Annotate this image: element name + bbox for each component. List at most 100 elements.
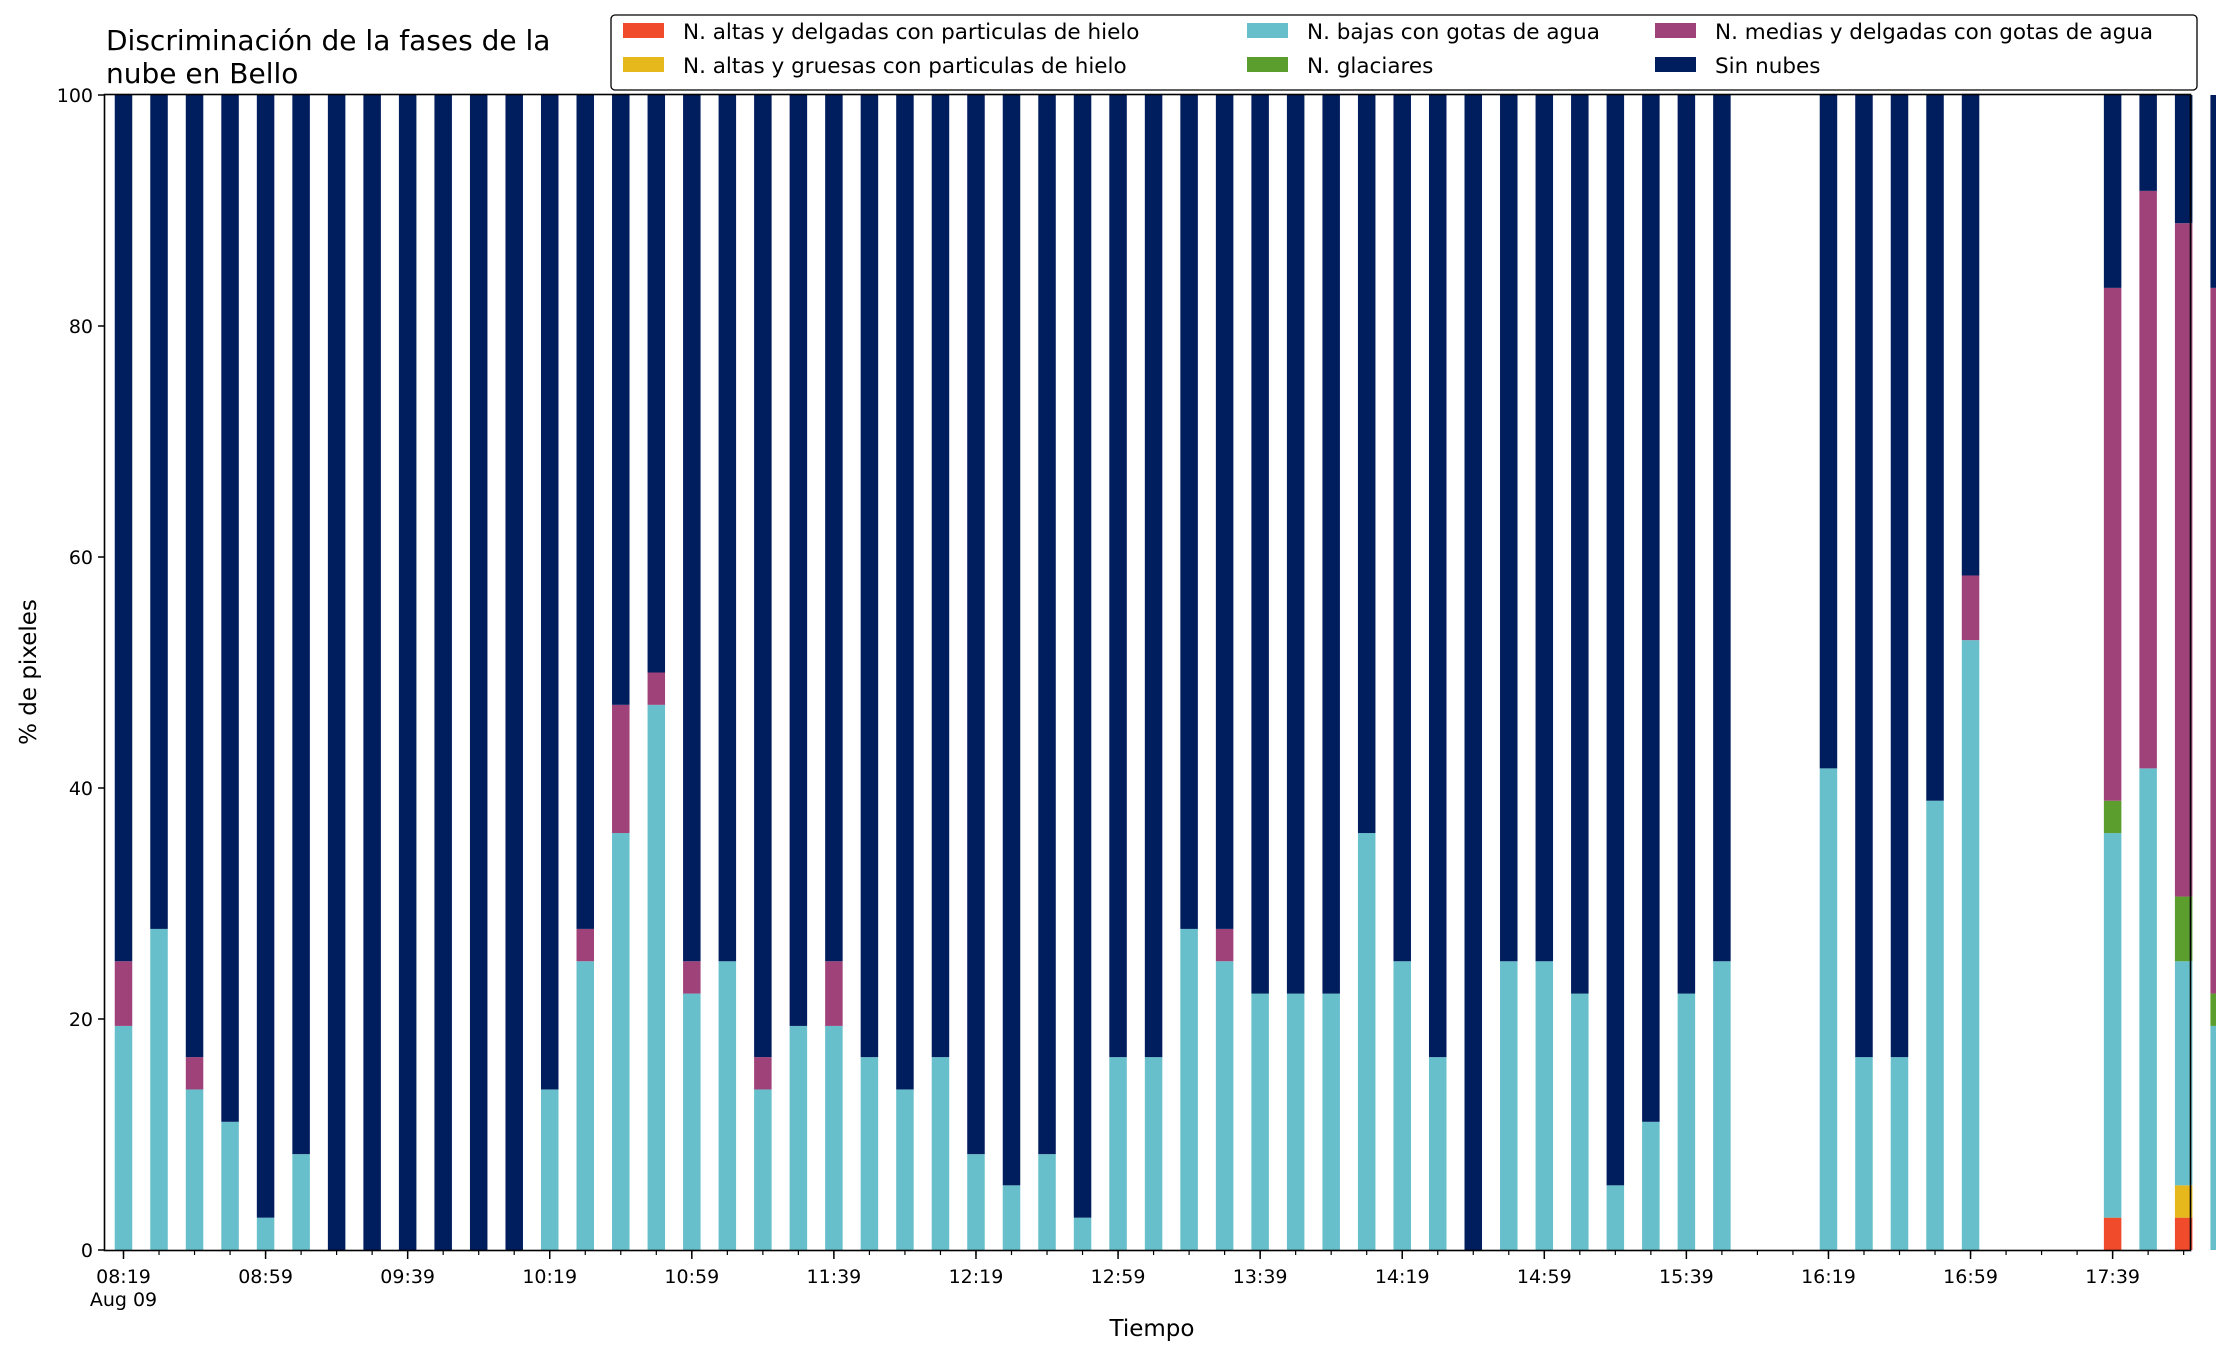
x-tick-label: 14:59 xyxy=(1517,1266,1572,1288)
x-tick-label: 16:19 xyxy=(1801,1266,1856,1288)
legend-item-5: Sin nubes xyxy=(1655,54,1820,79)
legend-frame xyxy=(610,14,2198,91)
bar-segment-5-4 xyxy=(256,95,275,1218)
bar-segment-2-25 xyxy=(1002,1185,1021,1250)
x-tick-label: 14:19 xyxy=(1375,1266,1430,1288)
bar-segment-2-28 xyxy=(1109,1057,1127,1250)
x-tick-label: 13:39 xyxy=(1233,1266,1288,1288)
bar-segment-5-50 xyxy=(1890,95,1909,1058)
bar-segment-5-25 xyxy=(1002,95,1021,1186)
bar-segment-5-56 xyxy=(2103,95,2122,288)
legend-swatch xyxy=(1655,23,1696,38)
bar-segment-2-0 xyxy=(114,1025,133,1250)
bar-segment-2-49 xyxy=(1855,1057,1873,1250)
bar-segment-2-4 xyxy=(256,1217,275,1250)
bar-segment-4-0 xyxy=(114,961,133,1026)
bar-segment-2-48 xyxy=(1819,768,1838,1250)
bar-segment-2-35 xyxy=(1357,833,1376,1250)
bar-segment-2-57 xyxy=(2139,768,2157,1250)
legend-label: N. altas y gruesas con particulas de hie… xyxy=(683,54,1127,79)
bar-segment-5-8 xyxy=(398,95,417,1250)
legend-label: N. medias y delgadas con gotas de agua xyxy=(1715,20,2153,45)
bar-segment-2-42 xyxy=(1606,1185,1625,1250)
bar-segment-4-59 xyxy=(2210,287,2216,994)
bar-segment-5-6 xyxy=(327,95,346,1250)
legend-item-4: N. medias y delgadas con gotas de agua xyxy=(1655,20,2153,45)
bar-segment-2-34 xyxy=(1322,993,1340,1250)
legend-swatch xyxy=(1247,23,1288,38)
bar-segment-5-38 xyxy=(1464,95,1483,1250)
y-axis-label: % de pixeles xyxy=(16,599,42,745)
bar-segment-5-18 xyxy=(754,95,772,1058)
bar-segment-5-2 xyxy=(185,95,204,1058)
bar-segment-5-32 xyxy=(1251,95,1269,994)
bar-segment-2-40 xyxy=(1535,961,1554,1250)
bar-segment-2-52 xyxy=(1961,640,1980,1250)
bar-segment-5-33 xyxy=(1286,95,1305,994)
bar-segment-5-34 xyxy=(1322,95,1340,994)
bar-segment-5-59 xyxy=(2210,95,2216,288)
bar-segment-4-15 xyxy=(647,672,666,705)
bar-segment-5-58 xyxy=(2174,95,2193,224)
bar-segment-2-27 xyxy=(1073,1217,1092,1250)
bar-segment-5-37 xyxy=(1428,95,1447,1058)
bar-segment-5-22 xyxy=(896,95,914,1090)
bar-segment-5-1 xyxy=(150,95,168,929)
bar-segment-2-29 xyxy=(1144,1057,1163,1250)
chart-title-line-1: Discriminación de la fases de la xyxy=(106,24,550,57)
x-tick-label: 12:19 xyxy=(949,1266,1004,1288)
bar-segment-2-24 xyxy=(967,1154,985,1250)
bar-segment-5-52 xyxy=(1961,93,1980,576)
x-tick-label: 15:39 xyxy=(1659,1266,1714,1288)
x-axis-label: Tiempo xyxy=(1109,1316,1195,1342)
x-date-label: Aug 09 xyxy=(90,1289,157,1311)
bar-segment-5-44 xyxy=(1677,95,1696,994)
bar-segment-5-12 xyxy=(540,95,559,1090)
y-tick-label: 100 xyxy=(57,85,93,107)
bar-segment-4-13 xyxy=(576,928,595,962)
bar-segment-5-49 xyxy=(1855,95,1873,1058)
x-tick-label: 09:39 xyxy=(380,1266,435,1288)
x-tick-label: 10:59 xyxy=(664,1266,719,1288)
bar-segment-5-29 xyxy=(1144,95,1163,1058)
bar-segment-2-20 xyxy=(825,1025,843,1250)
chart-title: Discriminación de la fases de la nube en… xyxy=(106,24,550,90)
bar-segment-5-23 xyxy=(931,95,950,1058)
bar-segment-2-45 xyxy=(1713,961,1731,1250)
chart-title-line-2: nube en Bello xyxy=(106,57,298,90)
x-tick-label: 12:59 xyxy=(1091,1266,1146,1288)
bar-segment-5-26 xyxy=(1038,95,1056,1155)
bar-segment-2-51 xyxy=(1926,800,1944,1250)
bar-segment-4-57 xyxy=(2139,190,2157,769)
y-tick-label: 0 xyxy=(81,1240,93,1262)
x-tick-label: 11:39 xyxy=(807,1266,862,1288)
bar-segment-5-7 xyxy=(363,95,381,1250)
bar-segment-2-30 xyxy=(1180,928,1198,1250)
bar-segment-2-50 xyxy=(1890,1057,1909,1250)
bar-segment-2-39 xyxy=(1500,961,1518,1250)
bar-segment-5-15 xyxy=(647,95,666,673)
x-tick-label: 16:59 xyxy=(1943,1266,1998,1288)
bar-segment-2-12 xyxy=(540,1089,559,1250)
legend-swatch xyxy=(1247,57,1288,72)
x-tick-label: 10:19 xyxy=(522,1266,577,1288)
bar-segment-4-56 xyxy=(2103,287,2122,801)
bar-segment-5-45 xyxy=(1713,95,1731,962)
bar-segment-5-57 xyxy=(2139,95,2157,191)
bar-segment-2-56 xyxy=(2103,833,2122,1218)
bar-segment-2-59 xyxy=(2210,1025,2216,1250)
bar-segment-5-11 xyxy=(505,95,523,1250)
bar-segment-2-37 xyxy=(1428,1057,1447,1250)
bar-segment-2-18 xyxy=(754,1089,772,1250)
legend-swatch xyxy=(623,57,664,72)
bar-stacks xyxy=(114,93,2216,1250)
bar-segment-0-56 xyxy=(2103,1217,2122,1250)
legend-label: N. glaciares xyxy=(1307,54,1433,79)
bar-segment-3-58 xyxy=(2174,896,2193,962)
bar-segment-5-3 xyxy=(221,95,239,1122)
bar-segment-5-43 xyxy=(1642,95,1660,1122)
bar-segment-5-30 xyxy=(1180,95,1198,929)
x-tick-label: 08:19 xyxy=(96,1266,151,1288)
bar-segment-5-40 xyxy=(1535,95,1554,962)
